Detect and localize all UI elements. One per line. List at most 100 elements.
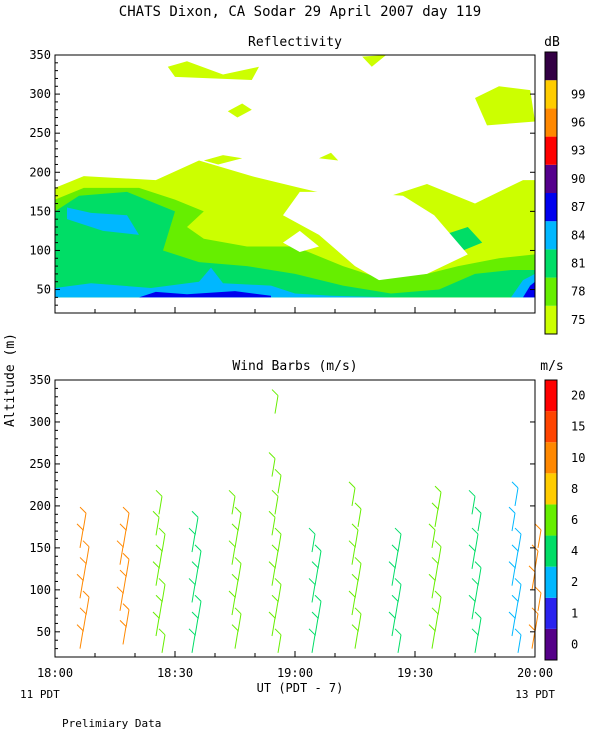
wind-barb-flag <box>474 611 482 619</box>
wind-barb-shaft <box>511 513 516 532</box>
wind-colorbar-frame <box>544 379 558 661</box>
wind-y-tick-label: 300 <box>29 415 51 429</box>
wind-barbs-y-axis: 50 100 150 200 250 300 350 <box>29 373 535 650</box>
wind-barb-flag <box>351 573 359 581</box>
wind-barb-shaft <box>85 596 90 616</box>
wind-barb-flag <box>308 578 316 585</box>
wind-barbs-frame <box>54 379 536 658</box>
wind-barb-flag <box>268 510 276 518</box>
wind-barb-shaft <box>234 529 239 548</box>
wind-barb-shaft <box>391 567 396 586</box>
wind-y-tick-label: 200 <box>29 499 51 513</box>
wind-barb-shaft <box>271 617 276 637</box>
reflectivity-colorbar-swatch <box>545 108 557 137</box>
wind-barb-shaft <box>511 567 516 586</box>
wind-barb-flag <box>228 540 236 548</box>
wind-colorbar-swatch <box>545 380 557 412</box>
reflectivity-colorbar-label: 99 <box>571 87 585 101</box>
wind-barb-shaft <box>471 601 476 620</box>
reflectivity-no-data-region <box>283 230 319 253</box>
wind-colorbar-label: 20 <box>571 389 585 403</box>
wind-barb-shaft <box>311 634 316 653</box>
wind-barb-shaft <box>158 550 163 569</box>
wind-barb-flag <box>314 594 322 602</box>
wind-barb-flag <box>351 523 359 531</box>
wind-barb-flag <box>394 628 402 636</box>
y-axis-label: Altitude (m) <box>3 333 18 427</box>
wind-barb-flag <box>152 510 160 518</box>
wind-barb-shaft <box>274 601 279 620</box>
wind-barb-flag <box>231 573 239 581</box>
wind-barb-flag <box>474 561 482 569</box>
reflectivity-colorbar-unit: dB <box>544 35 560 50</box>
wind-barb-flag <box>508 561 516 569</box>
wind-barbs-x-axis: 18:00 18:30 19:00 19:30 20:00 <box>37 651 553 680</box>
wind-barb-shaft <box>271 567 276 586</box>
wind-barb-shaft <box>391 617 396 637</box>
wind-barb-shaft <box>191 584 196 603</box>
wind-barb-flag <box>471 578 479 585</box>
wind-barb-shaft <box>82 563 87 582</box>
wind-y-tick-label: 150 <box>29 541 51 555</box>
wind-colorbar-label: 15 <box>571 420 585 434</box>
wind-barb-shaft <box>434 508 439 527</box>
reflectivity-colorbar-swatch <box>545 193 557 222</box>
wind-barb-shaft <box>119 546 124 565</box>
wind-barb-shaft <box>125 609 130 628</box>
wind-colorbar-label: 8 <box>571 482 578 496</box>
wind-barb-shaft <box>351 487 356 506</box>
reflectivity-y-tick-label: 250 <box>29 126 51 140</box>
reflectivity-colorbar-label: 75 <box>571 313 585 327</box>
reflectivity-colorbar-frame <box>544 51 558 335</box>
wind-y-tick-label: 350 <box>29 373 51 387</box>
wind-barb-shaft <box>314 567 319 586</box>
wind-barb-shaft <box>471 496 476 515</box>
wind-barb-shaft <box>431 580 436 599</box>
wind-barb-flag <box>82 590 90 598</box>
wind-barb-flag <box>468 544 476 552</box>
wind-barb-flag <box>308 628 316 636</box>
wind-barb-flag <box>274 527 282 535</box>
reflectivity-colorbar-swatch <box>545 52 557 81</box>
reflectivity-no-data-region <box>187 55 271 63</box>
wind-colorbar-label: 1 <box>571 606 578 620</box>
reflectivity-colorbar-label: 84 <box>571 228 585 242</box>
wind-barb-shaft <box>274 395 279 414</box>
reflectivity-contour-84db <box>55 267 391 298</box>
wind-barb-flag <box>116 586 124 594</box>
wind-barb-shaft <box>161 533 166 553</box>
reflectivity-contour-75db <box>203 155 243 165</box>
wind-barb-shaft <box>274 550 279 569</box>
wind-barb-flag <box>308 527 316 535</box>
wind-barb-shaft <box>277 475 282 494</box>
wind-barb-flag <box>534 586 542 594</box>
wind-barb-flag <box>116 540 124 548</box>
wind-barb-flag <box>155 489 163 497</box>
wind-barb-shaft <box>471 550 476 569</box>
wind-barb-flag <box>348 481 356 489</box>
wind-barb-flag <box>82 540 90 548</box>
wind-barb-shaft <box>161 584 166 603</box>
wind-barb-flag <box>194 594 202 602</box>
x-tick-label: 18:00 <box>37 666 73 680</box>
wind-barb-flag <box>511 481 519 489</box>
wind-colorbar-swatch <box>545 597 557 629</box>
reflectivity-contour-75db <box>362 55 387 67</box>
wind-barb-flag <box>348 590 356 598</box>
wind-barb-flag <box>119 569 127 577</box>
reflectivity-colorbar-swatch <box>545 277 557 306</box>
wind-barb-flag <box>76 624 84 631</box>
reflectivity-y-tick-label: 150 <box>29 204 51 218</box>
wind-barb-shaft <box>537 592 542 611</box>
wind-barb-shaft <box>357 613 362 632</box>
wind-colorbar-swatch <box>545 535 557 567</box>
wind-barb-flag <box>234 506 242 514</box>
wind-barb-shaft <box>394 601 399 620</box>
wind-barb-flag <box>471 527 479 535</box>
wind-barb-flag <box>228 489 236 497</box>
wind-colorbar-swatch <box>545 504 557 536</box>
wind-colorbar-swatch <box>545 566 557 598</box>
wind-barb-shaft <box>194 567 199 586</box>
wind-barb-shaft <box>351 546 356 565</box>
wind-barb-shaft <box>85 546 90 565</box>
